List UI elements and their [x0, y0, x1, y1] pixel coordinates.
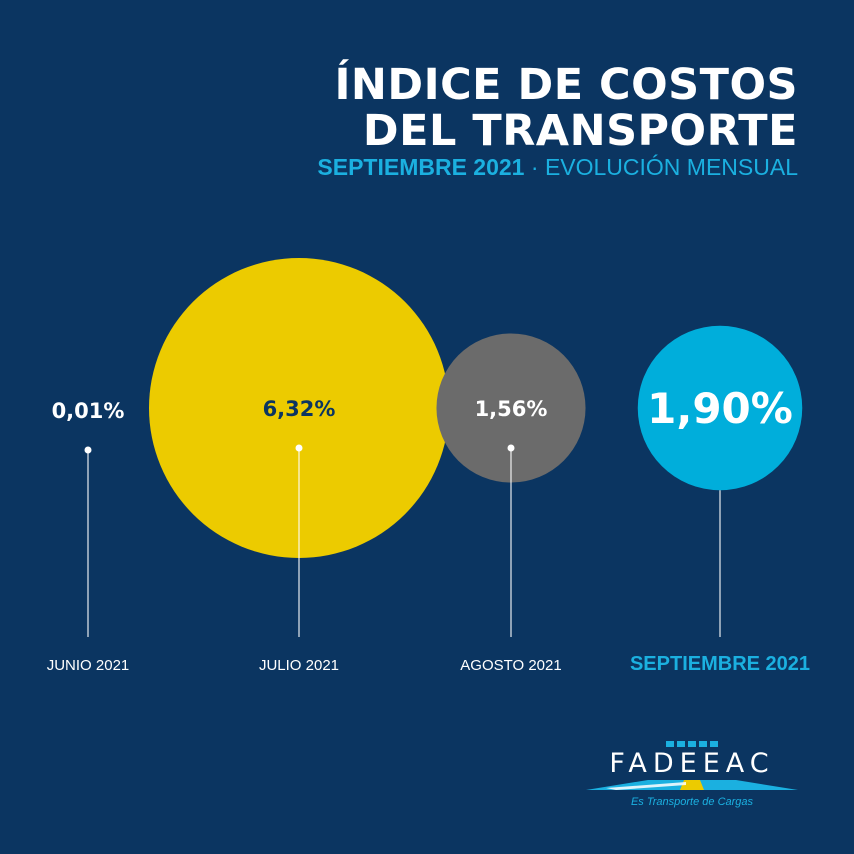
- bubble-1: [149, 258, 449, 558]
- title: ÍNDICE DE COSTOS DEL TRANSPORTE: [334, 62, 798, 154]
- bubble-2: [436, 333, 586, 483]
- value-label-2: 1,56%: [475, 397, 548, 421]
- title-line-2: DEL TRANSPORTE: [362, 106, 798, 156]
- subtitle: SEPTIEMBRE 2021 · EVOLUCIÓN MENSUAL: [317, 154, 798, 181]
- leader-dot-0: [84, 446, 92, 454]
- subtitle-period: SEPTIEMBRE 2021: [317, 154, 525, 180]
- value-label-3: 1,90%: [647, 384, 793, 433]
- logo-name: FADEEAC: [609, 748, 775, 779]
- fadeeac-logo: FADEEAC Es Transporte de Cargas: [586, 738, 798, 818]
- subtitle-separator: ·: [524, 154, 545, 180]
- bubble-3: [637, 325, 803, 491]
- logo-tagline: Es Transporte de Cargas: [630, 796, 754, 808]
- leader-dot-2: [507, 444, 515, 452]
- value-label-0: 0,01%: [52, 399, 125, 423]
- leader-dot-1: [295, 444, 303, 452]
- category-label-3: SEPTIEMBRE 2021: [630, 653, 810, 675]
- subtitle-description: EVOLUCIÓN MENSUAL: [544, 154, 798, 180]
- logo-graphic: [586, 741, 798, 790]
- title-line-1: ÍNDICE DE COSTOS: [334, 60, 798, 110]
- category-label-2: AGOSTO 2021: [460, 657, 561, 674]
- category-label-1: JULIO 2021: [259, 657, 339, 674]
- value-label-1: 6,32%: [263, 397, 336, 421]
- bubble-0: [82, 404, 94, 416]
- category-label-0: JUNIO 2021: [47, 657, 130, 674]
